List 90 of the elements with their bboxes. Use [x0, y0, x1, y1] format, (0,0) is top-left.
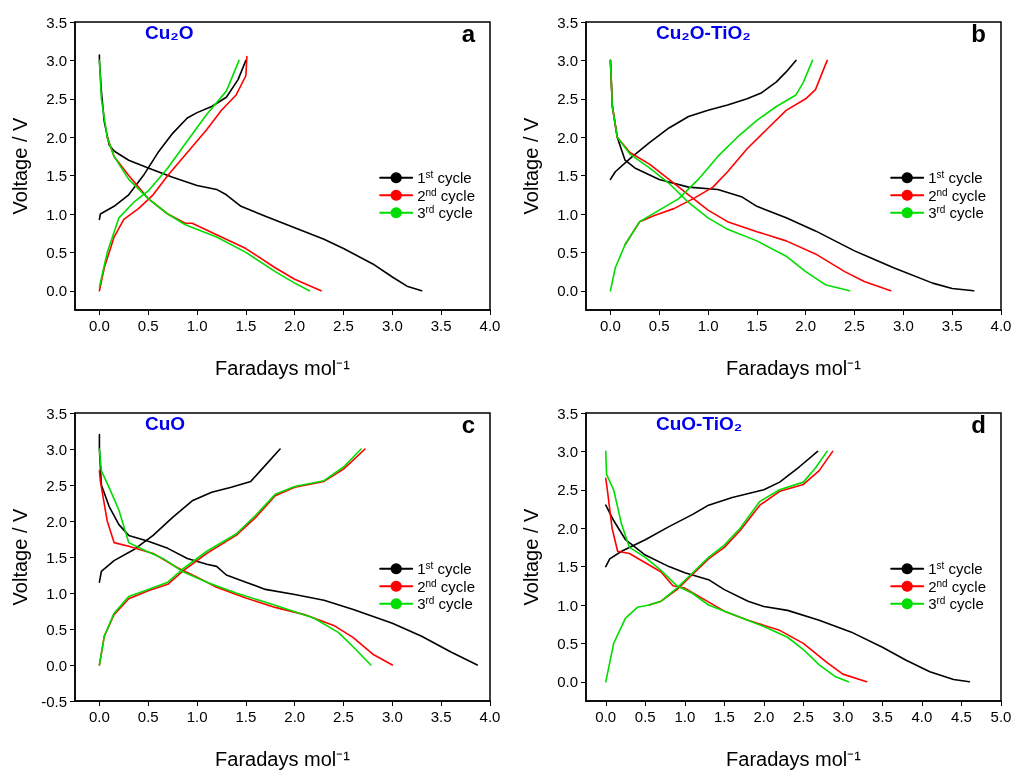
- x-tick-label: 1.5: [235, 317, 257, 334]
- y-tick-label: 1.0: [557, 596, 578, 614]
- line-series: [604, 477, 868, 683]
- x-tick-label: 4.0: [911, 708, 933, 725]
- x-tick-label: 0.0: [599, 317, 621, 334]
- y-tick-label: 0.5: [46, 243, 67, 261]
- x-tick-label: 3.0: [381, 708, 403, 725]
- x-tick-label: 0.5: [648, 317, 670, 334]
- x-tick-label: 4.0: [479, 317, 501, 334]
- x-tick-label: 3.5: [872, 708, 893, 725]
- x-tick-label: 3.5: [430, 317, 452, 334]
- x-tick-label: 3.0: [892, 317, 914, 334]
- x-tick-label: 3.5: [430, 708, 452, 725]
- y-tick-label: 0.0: [46, 282, 67, 300]
- x-tick-label: 4.5: [951, 708, 972, 725]
- y-tick-label: 3.0: [557, 442, 578, 460]
- y-tick-label: 2.5: [557, 90, 578, 108]
- x-tick-label: 1.5: [746, 317, 768, 334]
- y-tick-label: 2.5: [46, 476, 67, 494]
- y-tick-label: 2.0: [557, 128, 578, 146]
- y-tick-label: 1.5: [46, 548, 67, 566]
- x-tick-label: 1.0: [674, 708, 696, 725]
- x-tick-label: 4.0: [990, 317, 1012, 334]
- y-tick-label: -0.5: [41, 692, 67, 710]
- y-axis-title: Voltage / V: [9, 116, 31, 215]
- line-series: [98, 59, 311, 292]
- x-tick-label: 2.0: [795, 317, 817, 334]
- x-tick-label: 3.5: [941, 317, 963, 334]
- y-tick-label: 0.5: [557, 634, 578, 652]
- x-tick-label: 2.0: [284, 708, 306, 725]
- y-tick-label: 3.5: [46, 404, 67, 422]
- y-tick-label: 3.5: [557, 404, 578, 422]
- y-tick-label: 0.0: [557, 673, 578, 691]
- y-tick-label: 2.0: [557, 519, 578, 537]
- x-tick-label: 1.0: [186, 708, 208, 725]
- x-tick-label: 2.5: [792, 708, 814, 725]
- y-tick-label: 1.5: [557, 167, 578, 185]
- annotation: d: [971, 410, 987, 438]
- x-tick-label: 1.0: [697, 317, 719, 334]
- x-tick-label: 5.0: [990, 708, 1012, 725]
- x-tick-label: 2.0: [753, 708, 775, 725]
- x-axis-title: Faradays mol⁻¹: [215, 357, 351, 379]
- x-tick-label: 0.0: [88, 708, 110, 725]
- x-tick-label: 2.0: [284, 317, 306, 334]
- y-tick-label: 0.0: [557, 282, 578, 300]
- x-tick-label: 1.0: [186, 317, 208, 334]
- y-axis-title: Voltage / V: [520, 116, 542, 215]
- x-tick-label: 2.5: [333, 708, 354, 725]
- y-tick-label: 3.0: [557, 51, 578, 69]
- x-tick-label: 0.0: [595, 708, 617, 725]
- chart-title: CuO-TiO₂: [656, 413, 743, 434]
- y-tick-label: 2.5: [46, 90, 67, 108]
- line-series: [98, 433, 479, 666]
- y-tick-label: 2.0: [46, 128, 67, 146]
- x-tick-label: 0.5: [137, 708, 159, 725]
- annotation: c: [461, 410, 476, 438]
- x-tick-label: 0.5: [634, 708, 656, 725]
- chart-title: Cu₂O: [145, 22, 194, 43]
- y-tick-label: 3.5: [557, 13, 578, 31]
- x-tick-label: 1.5: [235, 708, 257, 725]
- x-tick-label: 2.5: [844, 317, 865, 334]
- y-tick-label: 3.0: [46, 51, 67, 69]
- chart-title: CuO: [145, 413, 186, 434]
- x-tick-label: 4.0: [479, 708, 501, 725]
- y-tick-label: 1.0: [46, 584, 67, 602]
- y-tick-label: 1.0: [46, 205, 67, 223]
- y-axis-title: Voltage / V: [520, 507, 542, 606]
- x-axis-title: Faradays mol⁻¹: [726, 748, 862, 770]
- y-tick-label: 3.0: [46, 440, 67, 458]
- x-axis-title: Faradays mol⁻¹: [215, 748, 351, 770]
- chart-title: Cu₂O-TiO₂: [656, 22, 751, 43]
- x-tick-label: 3.0: [381, 317, 403, 334]
- x-tick-label: 2.5: [333, 317, 354, 334]
- x-tick-label: 0.0: [88, 317, 110, 334]
- y-tick-label: 0.5: [557, 243, 578, 261]
- y-tick-label: 2.5: [557, 481, 578, 499]
- y-tick-label: 1.0: [557, 205, 578, 223]
- y-axis-title: Voltage / V: [9, 507, 31, 606]
- y-tick-label: 3.5: [46, 13, 67, 31]
- annotation: a: [461, 19, 476, 47]
- x-axis-title: Faradays mol⁻¹: [726, 357, 862, 379]
- x-tick-label: 3.0: [832, 708, 854, 725]
- y-tick-label: 0.0: [46, 656, 67, 674]
- y-tick-label: 1.5: [557, 558, 578, 576]
- annotation: b: [971, 19, 987, 47]
- x-tick-label: 1.5: [713, 708, 735, 725]
- y-tick-label: 2.0: [46, 512, 67, 530]
- y-tick-label: 0.5: [46, 620, 67, 638]
- x-tick-label: 0.5: [137, 317, 159, 334]
- y-tick-label: 1.5: [46, 167, 67, 185]
